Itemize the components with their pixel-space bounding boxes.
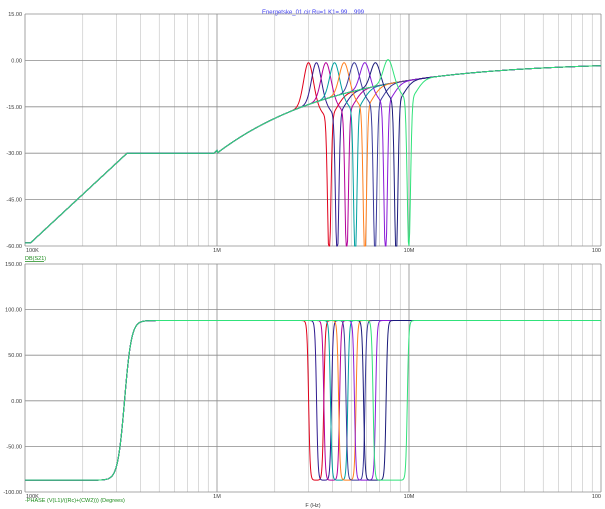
- top-y-tick-label: 15.00: [8, 12, 22, 18]
- top-panel: 15.00 0.00 -15.00 -30.00 -45.00 -60.00 100K 1M…: [6, 12, 602, 262]
- bottom-xlabel: -PHASE (V(L1)/((Rc)+(CW2))) (Degrees): [25, 498, 125, 504]
- bottom-y-tick-label: 0.00: [11, 399, 22, 405]
- top-y-tick-label: -45.00: [6, 198, 22, 204]
- bottom-grid: [24, 263, 602, 493]
- bottom-x-tick-label: 100: [592, 494, 601, 500]
- bottom-y-tick-labels: 150.00 100.00 50.00 0.00 -50.00 -100.00: [3, 262, 22, 496]
- bottom-x-tick-label: 100K: [26, 494, 39, 500]
- top-x-tick-label: 100K: [26, 248, 39, 254]
- top-xlabel: DB(S21): [25, 256, 46, 262]
- top-y-tick-label: -60.00: [6, 244, 22, 250]
- top-series-line: [25, 59, 602, 247]
- bottom-x-tick-label: 1M: [213, 494, 221, 500]
- bottom-series-group: [25, 320, 601, 481]
- top-y-tick-label: -30.00: [6, 151, 22, 157]
- top-y-tick-labels: 15.00 0.00 -15.00 -30.00 -45.00 -60.00: [6, 12, 22, 250]
- top-x-tick-label: 10M: [404, 248, 415, 254]
- bottom-y-tick-label: 50.00: [8, 353, 22, 359]
- bottom-y-tick-label: 100.00: [5, 308, 22, 314]
- top-x-tick-labels: 100K 1M 10M 100: [26, 248, 601, 254]
- bottom-y-tick-label: -100.00: [3, 490, 22, 496]
- bottom-y-tick-label: -50.00: [6, 444, 22, 450]
- bottom-y-tick-label: 150.00: [5, 262, 22, 268]
- top-x-tick-label: 100: [592, 248, 601, 254]
- top-x-tick-label: 1M: [213, 248, 221, 254]
- top-y-tick-label: -15.00: [6, 105, 22, 111]
- bottom-series-line: [25, 320, 601, 481]
- bottom-x-tick-label: 10M: [404, 494, 415, 500]
- top-series-group: [25, 59, 602, 247]
- top-y-tick-label: 0.00: [11, 58, 22, 64]
- chart-title: Energetske_01.cir Ru=1 K1=.99....999: [262, 10, 365, 16]
- bottom-x-tick-labels: 100K 1M 10M 100: [26, 494, 601, 500]
- x-axis-unit: F (Hz): [305, 503, 320, 509]
